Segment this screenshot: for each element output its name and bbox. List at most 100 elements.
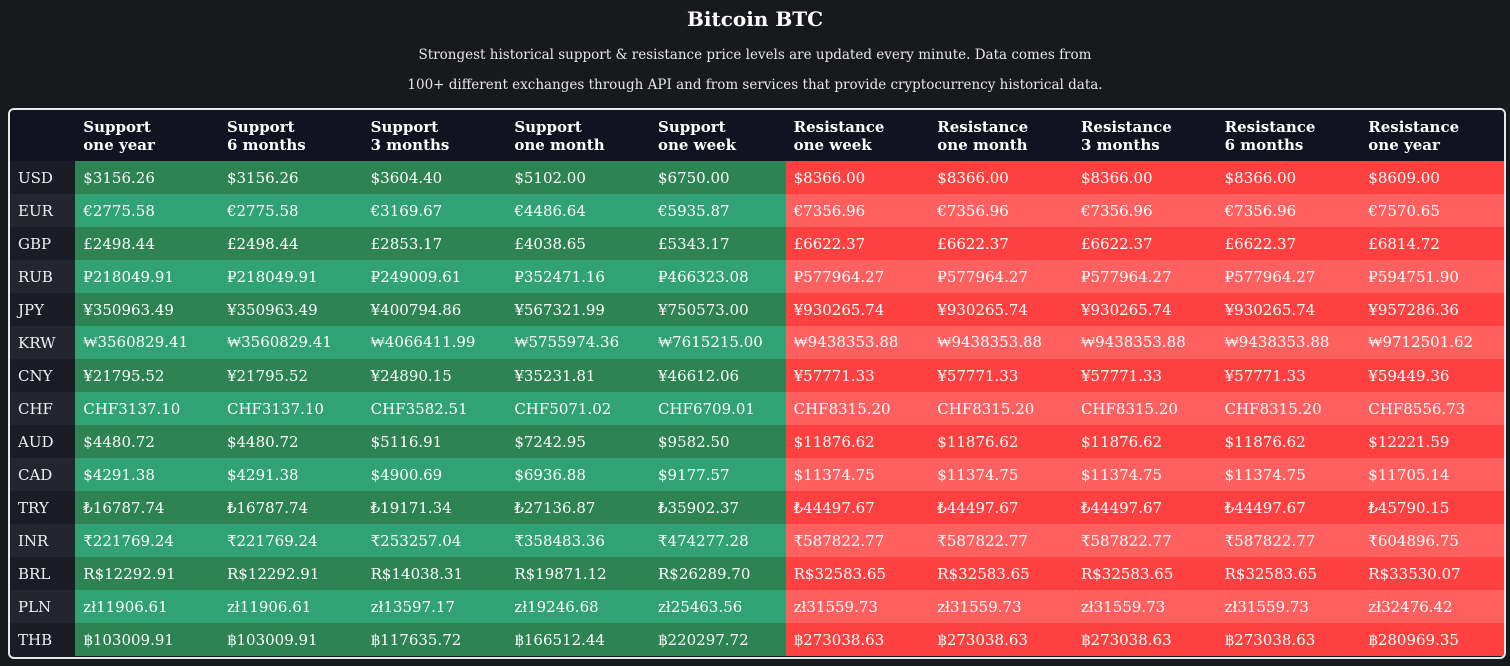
resistance-value-cell: £6814.72: [1360, 227, 1504, 260]
resistance-value-cell: ₩9438353.88: [1072, 326, 1217, 359]
resistance-value-cell: ¥957286.36: [1360, 293, 1504, 326]
resistance-value-cell: ₹604896.75: [1360, 524, 1504, 557]
column-header-line2: 6 months: [226, 135, 306, 154]
table-header-row: Support one year Support 6 months Support 3 m…: [10, 110, 1504, 161]
support-value-cell: $3156.26: [75, 161, 219, 194]
currency-cell: JPY: [10, 293, 76, 326]
support-value-cell: £2498.44: [75, 227, 219, 260]
currency-cell: CAD: [10, 458, 76, 491]
resistance-value-cell: ₹587822.77: [1072, 524, 1217, 557]
resistance-value-cell: ₽594751.90: [1360, 260, 1504, 293]
support-value-cell: ₹358483.36: [506, 524, 650, 557]
resistance-value-cell: $8366.00: [1072, 161, 1217, 194]
support-value-cell: $3156.26: [218, 161, 363, 194]
resistance-value-cell: ₽577964.27: [929, 260, 1073, 293]
column-header-line1: Support: [370, 117, 439, 136]
column-header-line2: one year: [83, 135, 155, 154]
resistance-value-cell: R$33530.07: [1360, 557, 1504, 590]
resistance-value-cell: $11705.14: [1360, 458, 1504, 491]
support-value-cell: $7242.95: [506, 425, 650, 458]
support-value-cell: R$26289.70: [649, 557, 786, 590]
column-header-line2: one year: [1368, 135, 1440, 154]
table-row: JPY ¥350963.49 ¥350963.49 ¥400794.86 ¥567321…: [10, 293, 1504, 326]
column-header-line2: one week: [657, 135, 737, 154]
currency-header-cell: [10, 110, 76, 161]
support-value-cell: $9177.57: [649, 458, 786, 491]
resistance-value-cell: ฿273038.63: [785, 623, 930, 656]
support-resistance-table: Support one year Support 6 months Support 3 m…: [10, 110, 1504, 656]
resistance-value-cell: zł32476.42: [1360, 590, 1504, 623]
support-value-cell: £5343.17: [649, 227, 786, 260]
table-row: THB ฿103009.91 ฿103009.91 ฿117635.72 ฿166512…: [10, 623, 1504, 656]
resistance-value-cell: £6622.37: [785, 227, 930, 260]
column-header-line1: Resistance: [1224, 117, 1316, 136]
support-value-cell: $5116.91: [362, 425, 507, 458]
support-value-cell: $5102.00: [506, 161, 650, 194]
table-row: EUR €2775.58 €2775.58 €3169.67 €4486.64 €5935…: [10, 194, 1504, 227]
support-value-cell: $4480.72: [218, 425, 363, 458]
column-header-line1: Resistance: [793, 117, 885, 136]
resistance-value-cell: ฿273038.63: [1216, 623, 1361, 656]
support-value-cell: CHF3582.51: [362, 392, 507, 425]
table-row: CHF CHF3137.10 CHF3137.10 CHF3582.51 CHF5071…: [10, 392, 1504, 425]
resistance-value-cell: CHF8315.20: [785, 392, 930, 425]
description-line-1: Strongest historical support & resistanc…: [418, 47, 1092, 63]
support-value-cell: $3604.40: [362, 161, 507, 194]
support-value-cell: ¥567321.99: [506, 293, 650, 326]
resistance-value-cell: ¥57771.33: [785, 359, 930, 392]
support-value-cell: €3169.67: [362, 194, 507, 227]
support-value-cell: ¥35231.81: [506, 359, 650, 392]
currency-cell: EUR: [10, 194, 76, 227]
support-value-cell: £2498.44: [218, 227, 363, 260]
column-header-resistance: Resistance one year: [1360, 110, 1504, 161]
currency-cell: KRW: [10, 326, 76, 359]
resistance-value-cell: CHF8315.20: [1072, 392, 1217, 425]
resistance-value-cell: €7356.96: [929, 194, 1073, 227]
table-row: KRW ₩3560829.41 ₩3560829.41 ₩4066411.99 ₩575…: [10, 326, 1504, 359]
support-value-cell: R$19871.12: [506, 557, 650, 590]
support-value-cell: zł11906.61: [75, 590, 219, 623]
currency-cell: INR: [10, 524, 76, 557]
resistance-value-cell: $11374.75: [929, 458, 1073, 491]
page-title: Bitcoin BTC: [686, 7, 824, 31]
table-row: AUD $4480.72 $4480.72 $5116.91 $7242.95 $9582…: [10, 425, 1504, 458]
table-row: BRL R$12292.91 R$12292.91 R$14038.31 R$19871…: [10, 557, 1504, 590]
support-value-cell: £4038.65: [506, 227, 650, 260]
resistance-value-cell: $12221.59: [1360, 425, 1504, 458]
resistance-value-cell: ¥57771.33: [929, 359, 1073, 392]
table-row: TRY ₺16787.74 ₺16787.74 ₺19171.34 ₺27136.87 ₺…: [10, 491, 1504, 524]
support-value-cell: ₺16787.74: [75, 491, 219, 524]
support-value-cell: ₩3560829.41: [218, 326, 363, 359]
resistance-value-cell: $11374.75: [785, 458, 930, 491]
currency-cell: USD: [10, 161, 76, 194]
resistance-value-cell: €7356.96: [785, 194, 930, 227]
table-row: CAD $4291.38 $4291.38 $4900.69 $6936.88 $9177…: [10, 458, 1504, 491]
resistance-value-cell: ₺44497.67: [929, 491, 1073, 524]
resistance-value-cell: $11876.62: [1216, 425, 1361, 458]
resistance-value-cell: ¥930265.74: [1216, 293, 1361, 326]
resistance-value-cell: zł31559.73: [1216, 590, 1361, 623]
support-value-cell: ₹253257.04: [362, 524, 507, 557]
support-value-cell: ¥21795.52: [218, 359, 363, 392]
support-value-cell: £2853.17: [362, 227, 507, 260]
resistance-value-cell: ¥930265.74: [1072, 293, 1217, 326]
resistance-value-cell: ₩9438353.88: [929, 326, 1073, 359]
table-row: RUB ₽218049.91 ₽218049.91 ₽249009.61 ₽352471…: [10, 260, 1504, 293]
column-header-resistance: Resistance 6 months: [1216, 110, 1361, 161]
column-header-line1: Support: [226, 117, 295, 136]
support-value-cell: €2775.58: [75, 194, 219, 227]
column-header-line1: Resistance: [1368, 117, 1460, 136]
table-row: PLN zł11906.61 zł11906.61 zł13597.17 zł19246…: [10, 590, 1504, 623]
table-row: USD $3156.26 $3156.26 $3604.40 $5102.00 $6750…: [10, 161, 1504, 194]
resistance-value-cell: ¥930265.74: [785, 293, 930, 326]
support-value-cell: ₽218049.91: [218, 260, 363, 293]
resistance-value-cell: ฿280969.35: [1360, 623, 1504, 656]
column-header-support: Support one week: [649, 110, 786, 161]
column-header-support: Support 3 months: [362, 110, 507, 161]
resistance-value-cell: €7570.65: [1360, 194, 1504, 227]
currency-cell: PLN: [10, 590, 76, 623]
resistance-value-cell: ₽577964.27: [1216, 260, 1361, 293]
support-value-cell: CHF6709.01: [649, 392, 786, 425]
resistance-value-cell: ¥57771.33: [1072, 359, 1217, 392]
support-value-cell: ₩7615215.00: [649, 326, 786, 359]
